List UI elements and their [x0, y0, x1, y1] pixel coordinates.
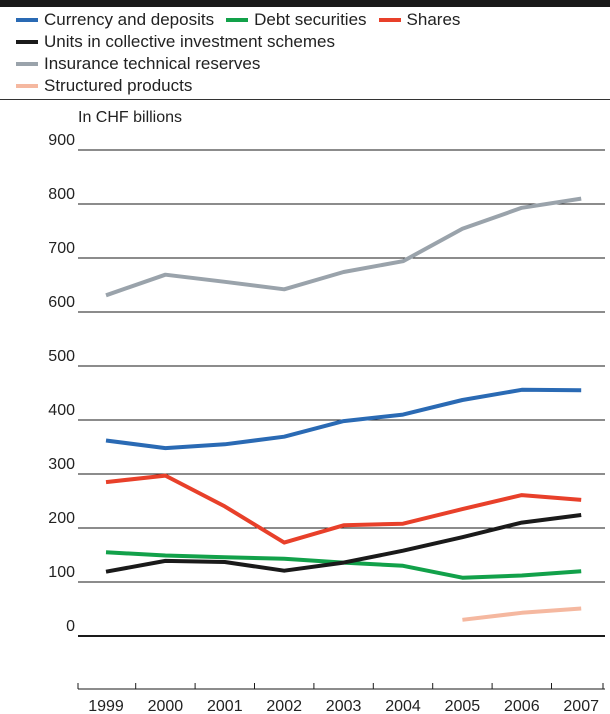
series-line-shares	[105, 473, 582, 545]
legend-row-3: Insurance technical reserves	[16, 53, 606, 75]
legend-item-structured: Structured products	[16, 76, 192, 96]
x-tick-label-2007: 2007	[563, 698, 599, 714]
legend-label-currency: Currency and deposits	[44, 10, 215, 29]
x-tick-label-2006: 2006	[504, 698, 540, 714]
x-tick-label-2005: 2005	[445, 698, 481, 714]
legend-label-insurance: Insurance technical reserves	[44, 54, 261, 73]
series-line-units-in-collective-investment-schemes	[105, 513, 582, 574]
series-line-currency-and-deposits	[105, 387, 582, 451]
legend-item-debt: Debt securities	[226, 10, 367, 30]
y-tick-label-300: 300	[48, 456, 75, 473]
x-tick-label-1999: 1999	[88, 698, 124, 714]
y-tick-label-900: 900	[48, 132, 75, 149]
x-tick-label-2001: 2001	[207, 698, 243, 714]
legend-label-debt: Debt securities	[254, 10, 367, 29]
legend-swatch-debt	[226, 18, 249, 22]
legend-swatch-insurance	[16, 62, 38, 66]
gridlines	[78, 149, 605, 637]
y-axis-ticks: 0 100 200 300 400 500 600 700 800 900	[48, 132, 75, 635]
header-bar	[0, 0, 610, 7]
series-lines	[105, 196, 582, 622]
legend-label-units: Units in collective investment schemes	[44, 32, 336, 51]
y-tick-label-500: 500	[48, 348, 75, 365]
legend-label-structured: Structured products	[44, 76, 193, 95]
y-tick-label-700: 700	[48, 240, 75, 257]
legend-swatch-shares	[378, 18, 401, 22]
legend-item-currency: Currency and deposits	[16, 10, 214, 30]
legend-item-shares: Shares	[378, 10, 461, 30]
legend-item-insurance: Insurance technical reserves	[16, 54, 260, 74]
y-axis-unit-label: In CHF billions	[78, 109, 182, 126]
series-line-debt-securities	[105, 550, 582, 580]
legend-swatch-units	[16, 40, 38, 44]
legend-row-1: Currency and deposits Debt securities Sh…	[16, 9, 606, 31]
series-line-insurance-technical-reserves	[105, 196, 582, 298]
legend-item-units: Units in collective investment schemes	[16, 32, 335, 52]
x-axis: 1999 2000 2001 2002 2003 2004 2005 2006 2007	[77, 683, 605, 714]
legend-swatch-currency	[16, 18, 38, 22]
y-tick-label-200: 200	[48, 510, 75, 527]
x-tick-label-2004: 2004	[385, 698, 421, 714]
y-tick-label-400: 400	[48, 402, 75, 419]
series-line-structured-products	[462, 606, 582, 622]
y-tick-label-600: 600	[48, 294, 75, 311]
x-tick-label-2002: 2002	[266, 698, 302, 714]
y-tick-label-100: 100	[48, 564, 75, 581]
legend: Currency and deposits Debt securities Sh…	[16, 9, 606, 97]
legend-swatch-structured	[16, 84, 38, 88]
x-tick-label-2000: 2000	[148, 698, 184, 714]
y-tick-label-0: 0	[66, 618, 75, 635]
legend-label-shares: Shares	[406, 10, 461, 29]
legend-row-4: Structured products	[16, 75, 606, 97]
y-tick-label-800: 800	[48, 186, 75, 203]
legend-row-2: Units in collective investment schemes	[16, 31, 606, 53]
x-tick-label-2003: 2003	[326, 698, 362, 714]
legend-divider	[0, 99, 610, 100]
